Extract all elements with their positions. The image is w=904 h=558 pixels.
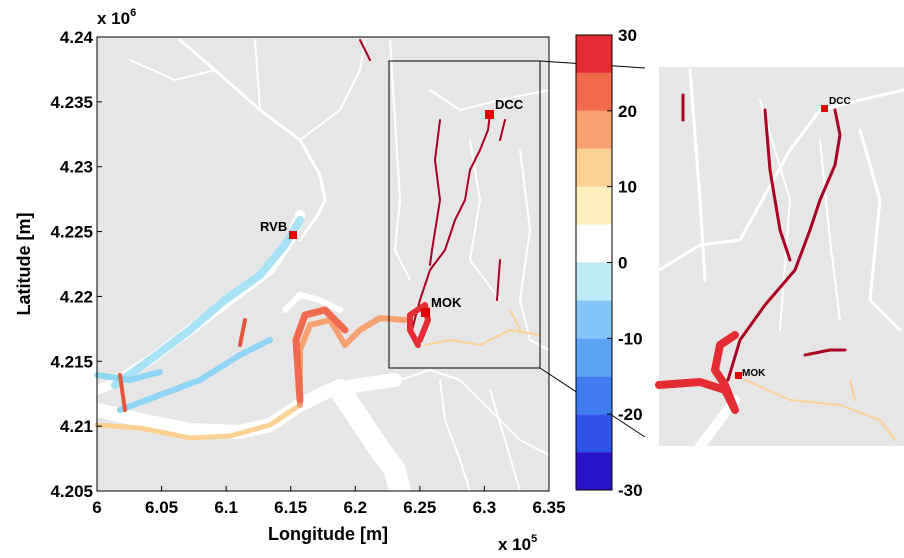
- axes-frame: [96, 36, 550, 492]
- x-scale-exponent: 5: [531, 533, 537, 545]
- station-marker: [421, 308, 430, 317]
- x-tick-label: 6.25: [403, 498, 436, 517]
- x-tick-label: 6: [92, 498, 101, 517]
- station-marker: [735, 372, 742, 379]
- colorbar-bin: [576, 186, 612, 225]
- colorbar-bin: [576, 224, 612, 263]
- colored-channels: [94, 39, 541, 441]
- y-tick-label: 4.225: [50, 223, 93, 242]
- x-tick-label: 6.05: [145, 498, 178, 517]
- y-tick-label: 4.23: [60, 158, 93, 177]
- station-marker: [821, 105, 828, 112]
- x-tick-label: 6.2: [343, 498, 367, 517]
- colorbar-tick-label: -10: [618, 329, 643, 348]
- inset-station-label: DCC: [829, 96, 851, 107]
- inset-station-label: MOK: [742, 368, 766, 379]
- x-scale-label: x 105: [498, 533, 537, 553]
- colorbar-bin: [576, 110, 612, 149]
- colorbar-tick-label: -30: [618, 481, 643, 500]
- colorbar-tick-label: 30: [618, 26, 637, 45]
- x-tick-label: 6.15: [274, 498, 307, 517]
- colorbar-bin: [576, 376, 612, 415]
- colorbar-bin: [576, 414, 612, 453]
- colorbar-tick-label: 10: [618, 178, 637, 197]
- x-axis-label: Longitude [m]: [268, 524, 388, 544]
- inset-colored-channels: [655, 93, 896, 441]
- y-axis-label: Latitude [m]: [14, 213, 34, 316]
- station-label: RVB: [260, 219, 287, 234]
- colorbar-bin: [576, 35, 612, 73]
- y-tick-label: 4.21: [60, 417, 93, 436]
- y-tick-label: 4.24: [60, 28, 94, 47]
- y-tick-label: 4.215: [50, 352, 93, 371]
- x-tick-label: 6.35: [532, 498, 565, 517]
- station-label: DCC: [495, 97, 524, 112]
- colorbar-bin: [576, 452, 612, 490]
- colorbar-tick-label: -20: [618, 405, 643, 424]
- y-scale-exponent: 6: [130, 7, 136, 19]
- colorbar-bin: [576, 338, 612, 377]
- station-markers: [289, 110, 494, 317]
- y-tick-label: 4.22: [60, 287, 93, 306]
- colorbar-bin: [576, 72, 612, 111]
- colorbar-tick-label: 0: [618, 254, 627, 273]
- station-label: MOK: [431, 295, 462, 310]
- inset-background: [659, 67, 904, 446]
- x-tick-label: 6.1: [214, 498, 238, 517]
- station-marker: [289, 231, 297, 239]
- y-scale-label: x 106: [97, 7, 136, 28]
- colorbar-bin: [576, 262, 612, 301]
- zoom-box: [388, 60, 541, 369]
- colorbar-tick-label: 20: [618, 102, 637, 121]
- colorbar-bin: [576, 300, 612, 339]
- y-tick-label: 4.235: [50, 93, 93, 112]
- x-tick-label: 6.3: [473, 498, 497, 517]
- colorbar-bin: [576, 148, 612, 187]
- station-marker: [485, 110, 494, 119]
- y-scale-base: x 10: [97, 9, 130, 28]
- x-scale-base: x 10: [498, 535, 531, 553]
- y-tick-label: 4.205: [50, 482, 93, 501]
